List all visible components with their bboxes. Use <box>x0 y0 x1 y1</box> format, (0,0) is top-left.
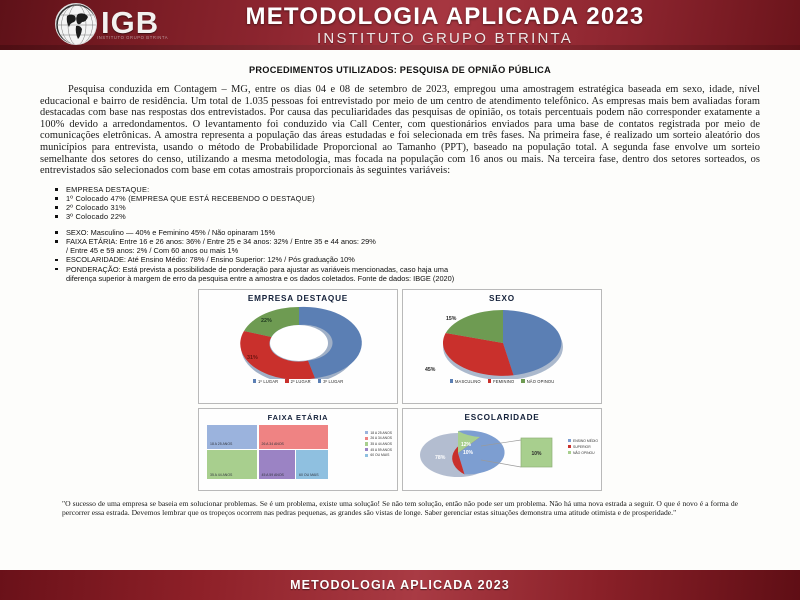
chart-title: ESCOLARIDADE <box>464 412 540 422</box>
pie-chart: 10% 78% 12% 10% <box>420 430 553 477</box>
logo-tagline: INSTITUTO GRUPO BTRINTA <box>97 35 169 40</box>
closing-quote: "O sucesso de uma empresa se baseia em s… <box>62 498 738 517</box>
legend-item: ENSINO MÉDIO <box>567 438 598 443</box>
legend-label: 35 A 44 ANOS <box>370 442 392 447</box>
list-item-faixa-etaria-cont: / Entre 45 e 59 anos: 2% / Com 60 anos o… <box>66 246 239 256</box>
header-title: METODOLOGIA APLICADA 2023 <box>245 3 645 30</box>
brand-logo: IGB INSTITUTO GRUPO BTRINTA <box>55 3 168 45</box>
legend-item: 26 A 34 ANOS <box>365 436 392 440</box>
callout-label: 10% <box>531 451 542 457</box>
header-subtitle: INSTITUTO GRUPO BTRINTA <box>317 30 573 47</box>
footer-title: METODOLOGIA APLICADA 2023 <box>290 578 510 592</box>
chart-escolaridade: ESCOLARIDADE 10% 78% <box>402 407 602 491</box>
legend-item: 60 OU MAIS <box>365 453 392 457</box>
treemap: 18 A 25 ANOS 26 A 34 ANOS 35 A 44 ANOS 4… <box>207 424 328 480</box>
slice-label-feminino: 45% <box>425 367 436 373</box>
legend-label: FEMININO <box>493 378 515 384</box>
header-banner: IGB INSTITUTO GRUPO BTRINTA METODOLOGIA … <box>0 0 800 50</box>
chart-empresa-destaque: EMPRESA DESTAQUE 22% 31% <box>198 288 398 404</box>
chart-legend: 18 A 25 ANOS 26 A 34 ANOS 35 A 44 ANOS 4… <box>365 431 392 457</box>
treemap-cell: 18 A 25 ANOS <box>207 424 257 449</box>
list-item: EMPRESA DESTAQUE: <box>55 185 760 194</box>
legend-item: FEMININO <box>487 378 515 384</box>
list-item-sexo: SEXO: Masculino — 40% e Feminino 45% / N… <box>55 228 760 237</box>
chart-title: EMPRESA DESTAQUE <box>247 293 349 303</box>
legend-label: 1º LUGAR <box>257 378 279 384</box>
list-item-ponderacao: PONDERAÇÃO: Está prevista a possibilidad… <box>55 265 760 274</box>
list-item: 1º Colocado 47% (EMPRESA QUE ESTÁ RECEBE… <box>55 194 760 203</box>
legend-label: MASCULINO <box>455 378 481 384</box>
chart-title: SEXO <box>489 293 515 303</box>
variables-list: EMPRESA DESTAQUE: 1º Colocado 47% (EMPRE… <box>40 185 760 283</box>
legend-label: 45 A 59 ANOS <box>370 447 392 452</box>
treemap-cell: 45 A 59 ANOS <box>258 450 295 480</box>
chart-legend: MASCULINO FEMININO NÃO OPINOU <box>403 379 601 384</box>
legend-item: NÃO OPINOU <box>521 379 554 384</box>
legend-item: 45 A 59 ANOS <box>365 448 392 452</box>
chart-title: FAIXA ETÁRIA <box>267 412 329 422</box>
legend-item: 35 A 44 ANOS <box>365 442 392 446</box>
list-item-faixa-etaria: FAIXA ETÁRIA: Entre 16 e 26 anos: 36% / … <box>55 237 760 246</box>
slice-label-ensino-medio: 78% <box>435 455 446 461</box>
chart-sexo: SEXO 15% 45% MASCULINO <box>402 288 602 404</box>
treemap-cell: 35 A 44 ANOS <box>207 450 257 480</box>
slice-label-nao-opinou: 15% <box>446 316 457 322</box>
legend-label: NÃO OPINOU <box>572 450 595 455</box>
list-item-ponderacao-cont: diferença superior à margem de erro da p… <box>66 273 455 283</box>
legend-label: 3º LUGAR <box>323 378 344 384</box>
globe-icon <box>55 3 97 45</box>
slice-label-2: 31% <box>247 355 258 361</box>
legend-label: 2º LUGAR <box>290 378 311 384</box>
donut-chart: 22% 31% <box>240 306 362 384</box>
list-item: 2º Colocado 31% <box>55 203 760 212</box>
legend-label: 60 OU MAIS <box>370 453 390 458</box>
chart-legend: ENSINO MÉDIO SUPERIOR NÃO OPINOU <box>567 438 598 455</box>
legend-item: MASCULINO <box>449 378 481 384</box>
slice-label-superior: 12% <box>461 442 472 448</box>
callout-box <box>520 437 553 468</box>
document-content: PROCEDIMENTOS UTILIZADOS: PESQUISA DE OP… <box>0 50 800 517</box>
legend-item: 18 A 25 ANOS <box>365 431 392 435</box>
treemap-cell: 60 OU MAIS <box>296 450 328 480</box>
chart-legend: 1º LUGAR 2º LUGAR 3º LUGAR <box>199 379 397 384</box>
legend-item: 2º LUGAR <box>285 379 311 384</box>
legend-item: SUPERIOR <box>567 444 598 449</box>
list-item: 3º Colocado 22% <box>55 212 760 221</box>
legend-item: NÃO OPINOU <box>567 450 598 455</box>
intro-paragraph: Pesquisa conduzida em Contagem – MG, ent… <box>40 84 760 177</box>
legend-label: ENSINO MÉDIO <box>572 438 598 443</box>
legend-label: NÃO OPINOU <box>526 378 555 384</box>
charts-grid: EMPRESA DESTAQUE 22% 31% <box>40 288 760 491</box>
legend-label: 18 A 25 ANOS <box>370 430 392 435</box>
legend-item: 3º LUGAR <box>317 378 344 384</box>
list-item-escolaridade: ESCOLARIDADE: Até Ensino Médio: 78% / En… <box>55 255 760 264</box>
pie-chart: 15% 45% <box>425 309 563 380</box>
treemap-cell: 26 A 34 ANOS <box>258 424 328 449</box>
slice-label-3: 22% <box>261 318 272 324</box>
legend-label: SUPERIOR <box>572 444 591 449</box>
legend-item: 1º LUGAR <box>252 378 279 384</box>
footer-banner: METODOLOGIA APLICADA 2023 <box>0 570 800 600</box>
chart-faixa-etaria: FAIXA ETÁRIA 18 A 25 ANOS 26 A 34 ANOS 3… <box>198 407 398 491</box>
legend-label: 26 A 34 ANOS <box>370 436 392 441</box>
section-title: PROCEDIMENTOS UTILIZADOS: PESQUISA DE OP… <box>249 65 551 75</box>
slice-label-nao-opinou: 10% <box>463 450 474 456</box>
logo-initials: IGB <box>101 5 160 40</box>
